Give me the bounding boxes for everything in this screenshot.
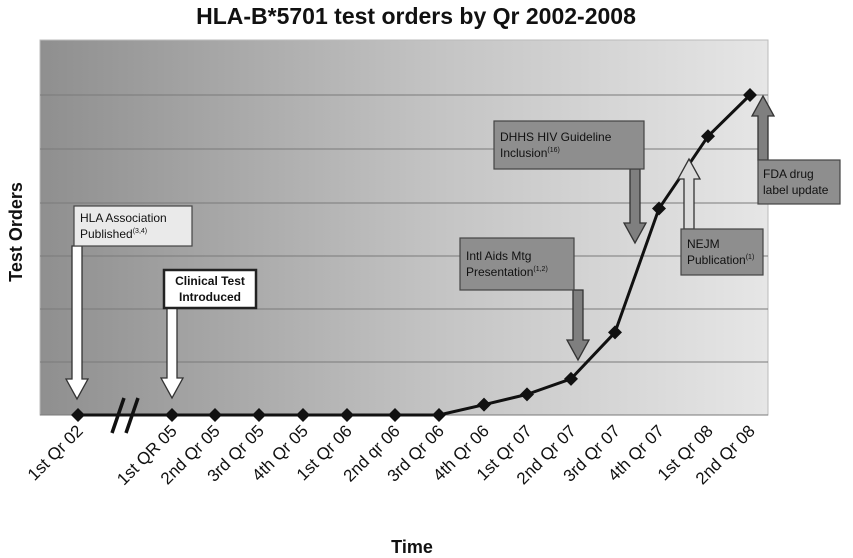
annotation-ref: (16) — [547, 147, 559, 154]
annotation-arrow-dhhs — [622, 168, 648, 245]
data-point — [520, 387, 534, 402]
annotation-text: Presentation(1,2) — [466, 265, 548, 279]
annotation-text: Introduced — [179, 290, 241, 304]
annotation-text: Publication(1) — [687, 253, 754, 267]
axis-break-mark — [110, 397, 126, 434]
x-axis-title: Time — [391, 537, 433, 557]
data-point — [477, 397, 491, 412]
data-point — [608, 325, 622, 340]
data-point — [340, 408, 354, 422]
annotation-arrow-hla — [64, 245, 90, 401]
annotation-text: DHHS HIV Guideline — [500, 130, 612, 144]
annotation-arrow-intl — [565, 289, 591, 362]
annotation-text: Clinical Test — [175, 274, 245, 288]
annotation-box-dhhs — [493, 120, 645, 170]
annotation-ref: (1) — [746, 254, 755, 261]
annotation-dhhs: DHHS HIV Guideline Inclusion(16) — [493, 120, 645, 170]
y-axis-title: Test Orders — [6, 182, 26, 282]
annotation-nejm: NEJM Publication(1) — [680, 228, 764, 276]
annotation-box-hla — [73, 205, 193, 247]
data-point — [743, 88, 757, 102]
annotation-text: label update — [763, 183, 829, 197]
annotation-text: FDA drug — [763, 167, 814, 181]
annotation-clinical: Clinical Test Introduced — [162, 268, 258, 310]
annotation-text: Intl Aids Mtg — [466, 249, 531, 263]
annotation-arrow-fda — [750, 94, 776, 161]
annotation-text: Inclusion(16) — [500, 146, 560, 160]
annotation-box-intl — [459, 237, 575, 291]
annotation-hla: HLA Association Published(3,4) — [73, 205, 193, 247]
x-tick-label-1st-qr-02: 1st Qr 02 — [24, 421, 87, 484]
data-point — [252, 408, 266, 422]
annotation-text: HLA Association — [80, 211, 167, 225]
annotation-layer: HLA Association Published(3,4) Clinical Te… — [64, 94, 841, 401]
data-point — [564, 371, 578, 386]
annotation-fda: FDA drug label update — [757, 159, 841, 205]
chart-title: HLA-B*5701 test orders by Qr 2002-2008 — [196, 3, 636, 29]
data-point — [165, 408, 179, 422]
annotation-text: NEJM — [687, 237, 720, 251]
annotation-intl: Intl Aids Mtg Presentation(1,2) — [459, 237, 575, 291]
axis-break-mark — [124, 397, 140, 434]
data-point — [432, 408, 446, 422]
data-point — [388, 408, 402, 422]
data-point — [208, 408, 222, 422]
annotation-arrow-nejm — [676, 157, 702, 230]
annotation-arrow-clinical — [159, 307, 185, 400]
data-point — [652, 201, 666, 216]
data-point — [701, 129, 715, 144]
annotation-box-clinical — [162, 268, 258, 310]
annotation-box-fda — [757, 159, 841, 205]
marker-layer — [71, 88, 757, 422]
annotation-text: Published(3,4) — [80, 227, 147, 241]
data-point — [296, 408, 310, 422]
annotation-ref: (3,4) — [133, 228, 147, 235]
annotation-box-nejm — [680, 228, 764, 276]
data-point — [71, 408, 85, 422]
annotation-ref: (1,2) — [533, 266, 547, 273]
